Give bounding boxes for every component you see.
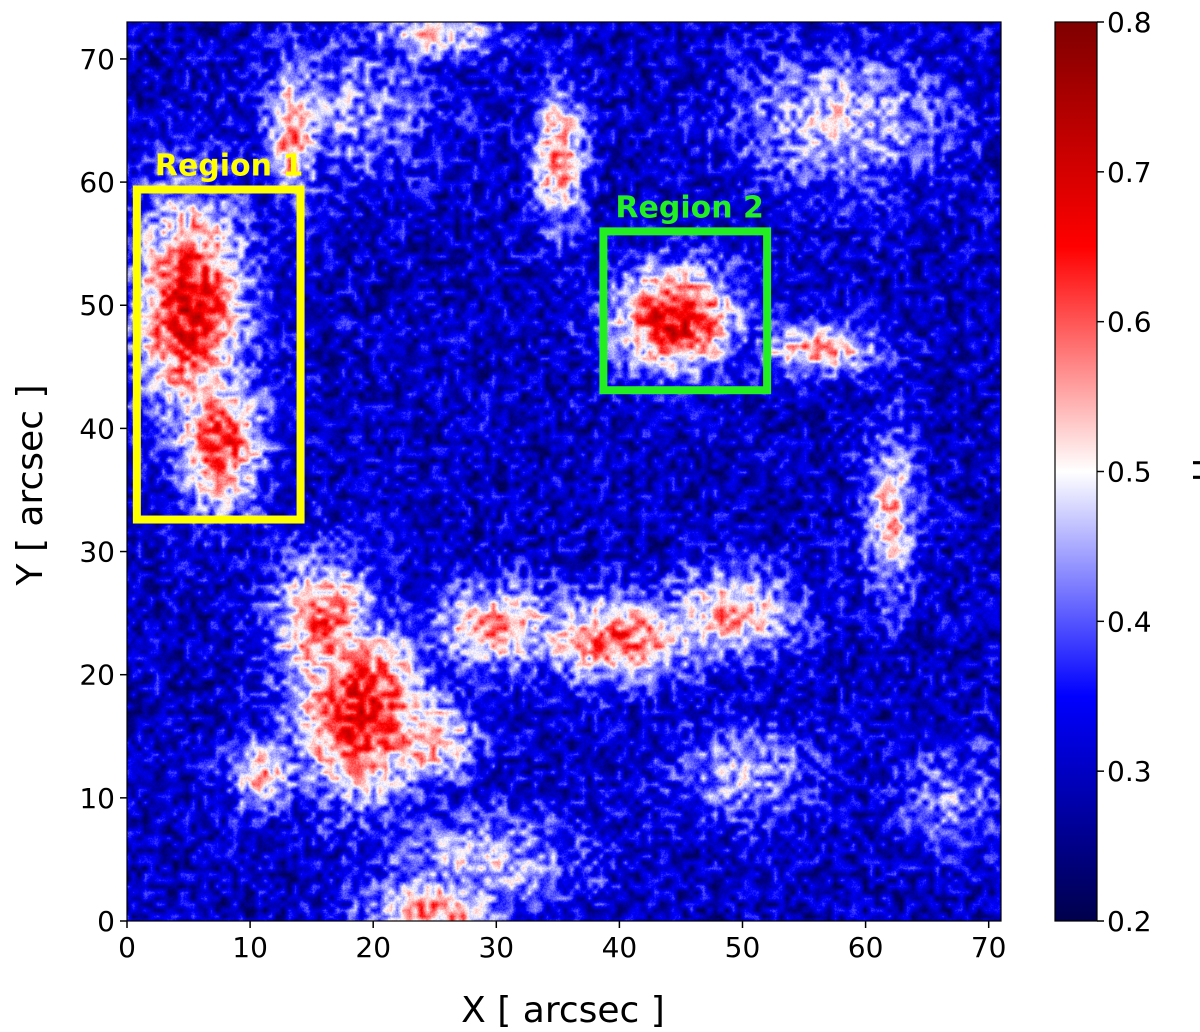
colorbar-tick-label: 0.4 [1107,605,1152,638]
x-tick-label: 40 [602,931,638,964]
y-tick-label: 70 [79,43,115,76]
y-tick-label: 0 [97,905,115,938]
colorbar-tick-label: 0.2 [1107,905,1152,938]
y-tick-label: 40 [79,412,115,445]
y-tick-label: 20 [79,659,115,692]
colorbar: 0.2 0.3 0.4 0.5 0.6 0.7 0.8 [1054,6,1152,938]
colorbar-gradient [1054,21,1098,922]
region-label-2: Region 2 [615,190,764,225]
x-tick-label: 70 [971,931,1007,964]
y-tick-label: 30 [79,536,115,569]
x-tick-label: 10 [232,931,268,964]
y-axis-label: Y [ arcsec ] [10,385,51,587]
region-box-2 [599,227,772,395]
colorbar-tick-label: 0.5 [1107,456,1152,489]
colorbar-label: H [1185,458,1200,482]
region-label-1: Region 1 [155,148,304,183]
x-tick-label: 50 [725,931,761,964]
main-axes: 0 10 20 30 40 50 60 70 0 10 20 30 40 50 60 70 [79,21,1007,964]
y-tick-label: 60 [79,166,115,199]
y-tick-label: 50 [79,289,115,322]
colorbar-tick-label: 0.3 [1107,755,1152,788]
x-tick-label: 0 [118,931,136,964]
heatmap-raster [127,22,1001,921]
x-axis-label: X [ arcsec ] [461,990,665,1031]
region-annotations: Region 1 Region 2 [132,148,772,524]
plot-frame [126,21,1002,922]
colorbar-tick-label: 0.7 [1107,156,1152,189]
heatmap-image [127,22,1001,921]
x-tick-label: 60 [848,931,884,964]
colorbar-tick-label: 0.8 [1107,6,1152,39]
x-tick-label: 30 [478,931,514,964]
x-tick-label: 20 [355,931,391,964]
region-box-1 [132,185,305,524]
y-tick-label: 10 [79,782,115,815]
colorbar-tick-label: 0.6 [1107,306,1152,339]
